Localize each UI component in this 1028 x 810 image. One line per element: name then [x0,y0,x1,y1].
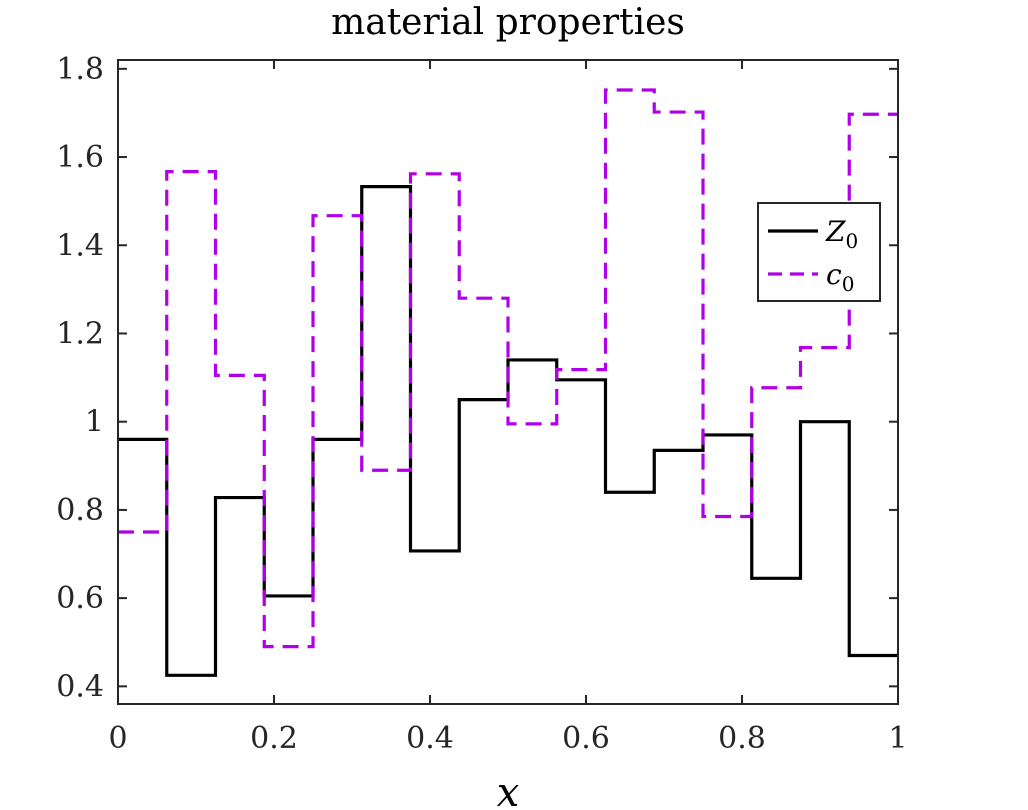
y-tick-label: 1.6 [56,140,104,175]
y-tick-label: 0.8 [56,493,104,528]
y-tick-label: 1.2 [56,316,104,351]
y-tick-label: 0.6 [56,581,104,616]
x-tick-label: 0 [108,721,127,756]
y-axis-ticks: 0.4 0.6 0.8 1 1.2 1.4 1.6 1.8 [56,52,898,704]
series-layer [118,88,898,677]
y-tick-label: 1 [85,405,104,440]
x-tick-label: 0.8 [718,721,766,756]
legend-label-c0: c0 [826,258,854,296]
x-tick-label: 1 [888,721,907,756]
y-tick-label: 1.4 [56,228,104,263]
legend-label-z0: Z0 [825,215,858,253]
x-axis-label: x [497,770,520,810]
chart-title: material properties [331,2,685,43]
series-c0-line [118,88,898,649]
x-tick-label: 0.4 [406,721,454,756]
y-tick-label: 1.8 [56,52,104,87]
x-tick-label: 0.6 [562,721,610,756]
y-tick-label: 0.4 [56,669,104,704]
x-axis-ticks: 0 0.2 0.4 0.6 0.8 1 [108,60,908,756]
legend-box [757,202,881,302]
plot-frame [117,59,899,705]
x-tick-label: 0.2 [250,721,298,756]
